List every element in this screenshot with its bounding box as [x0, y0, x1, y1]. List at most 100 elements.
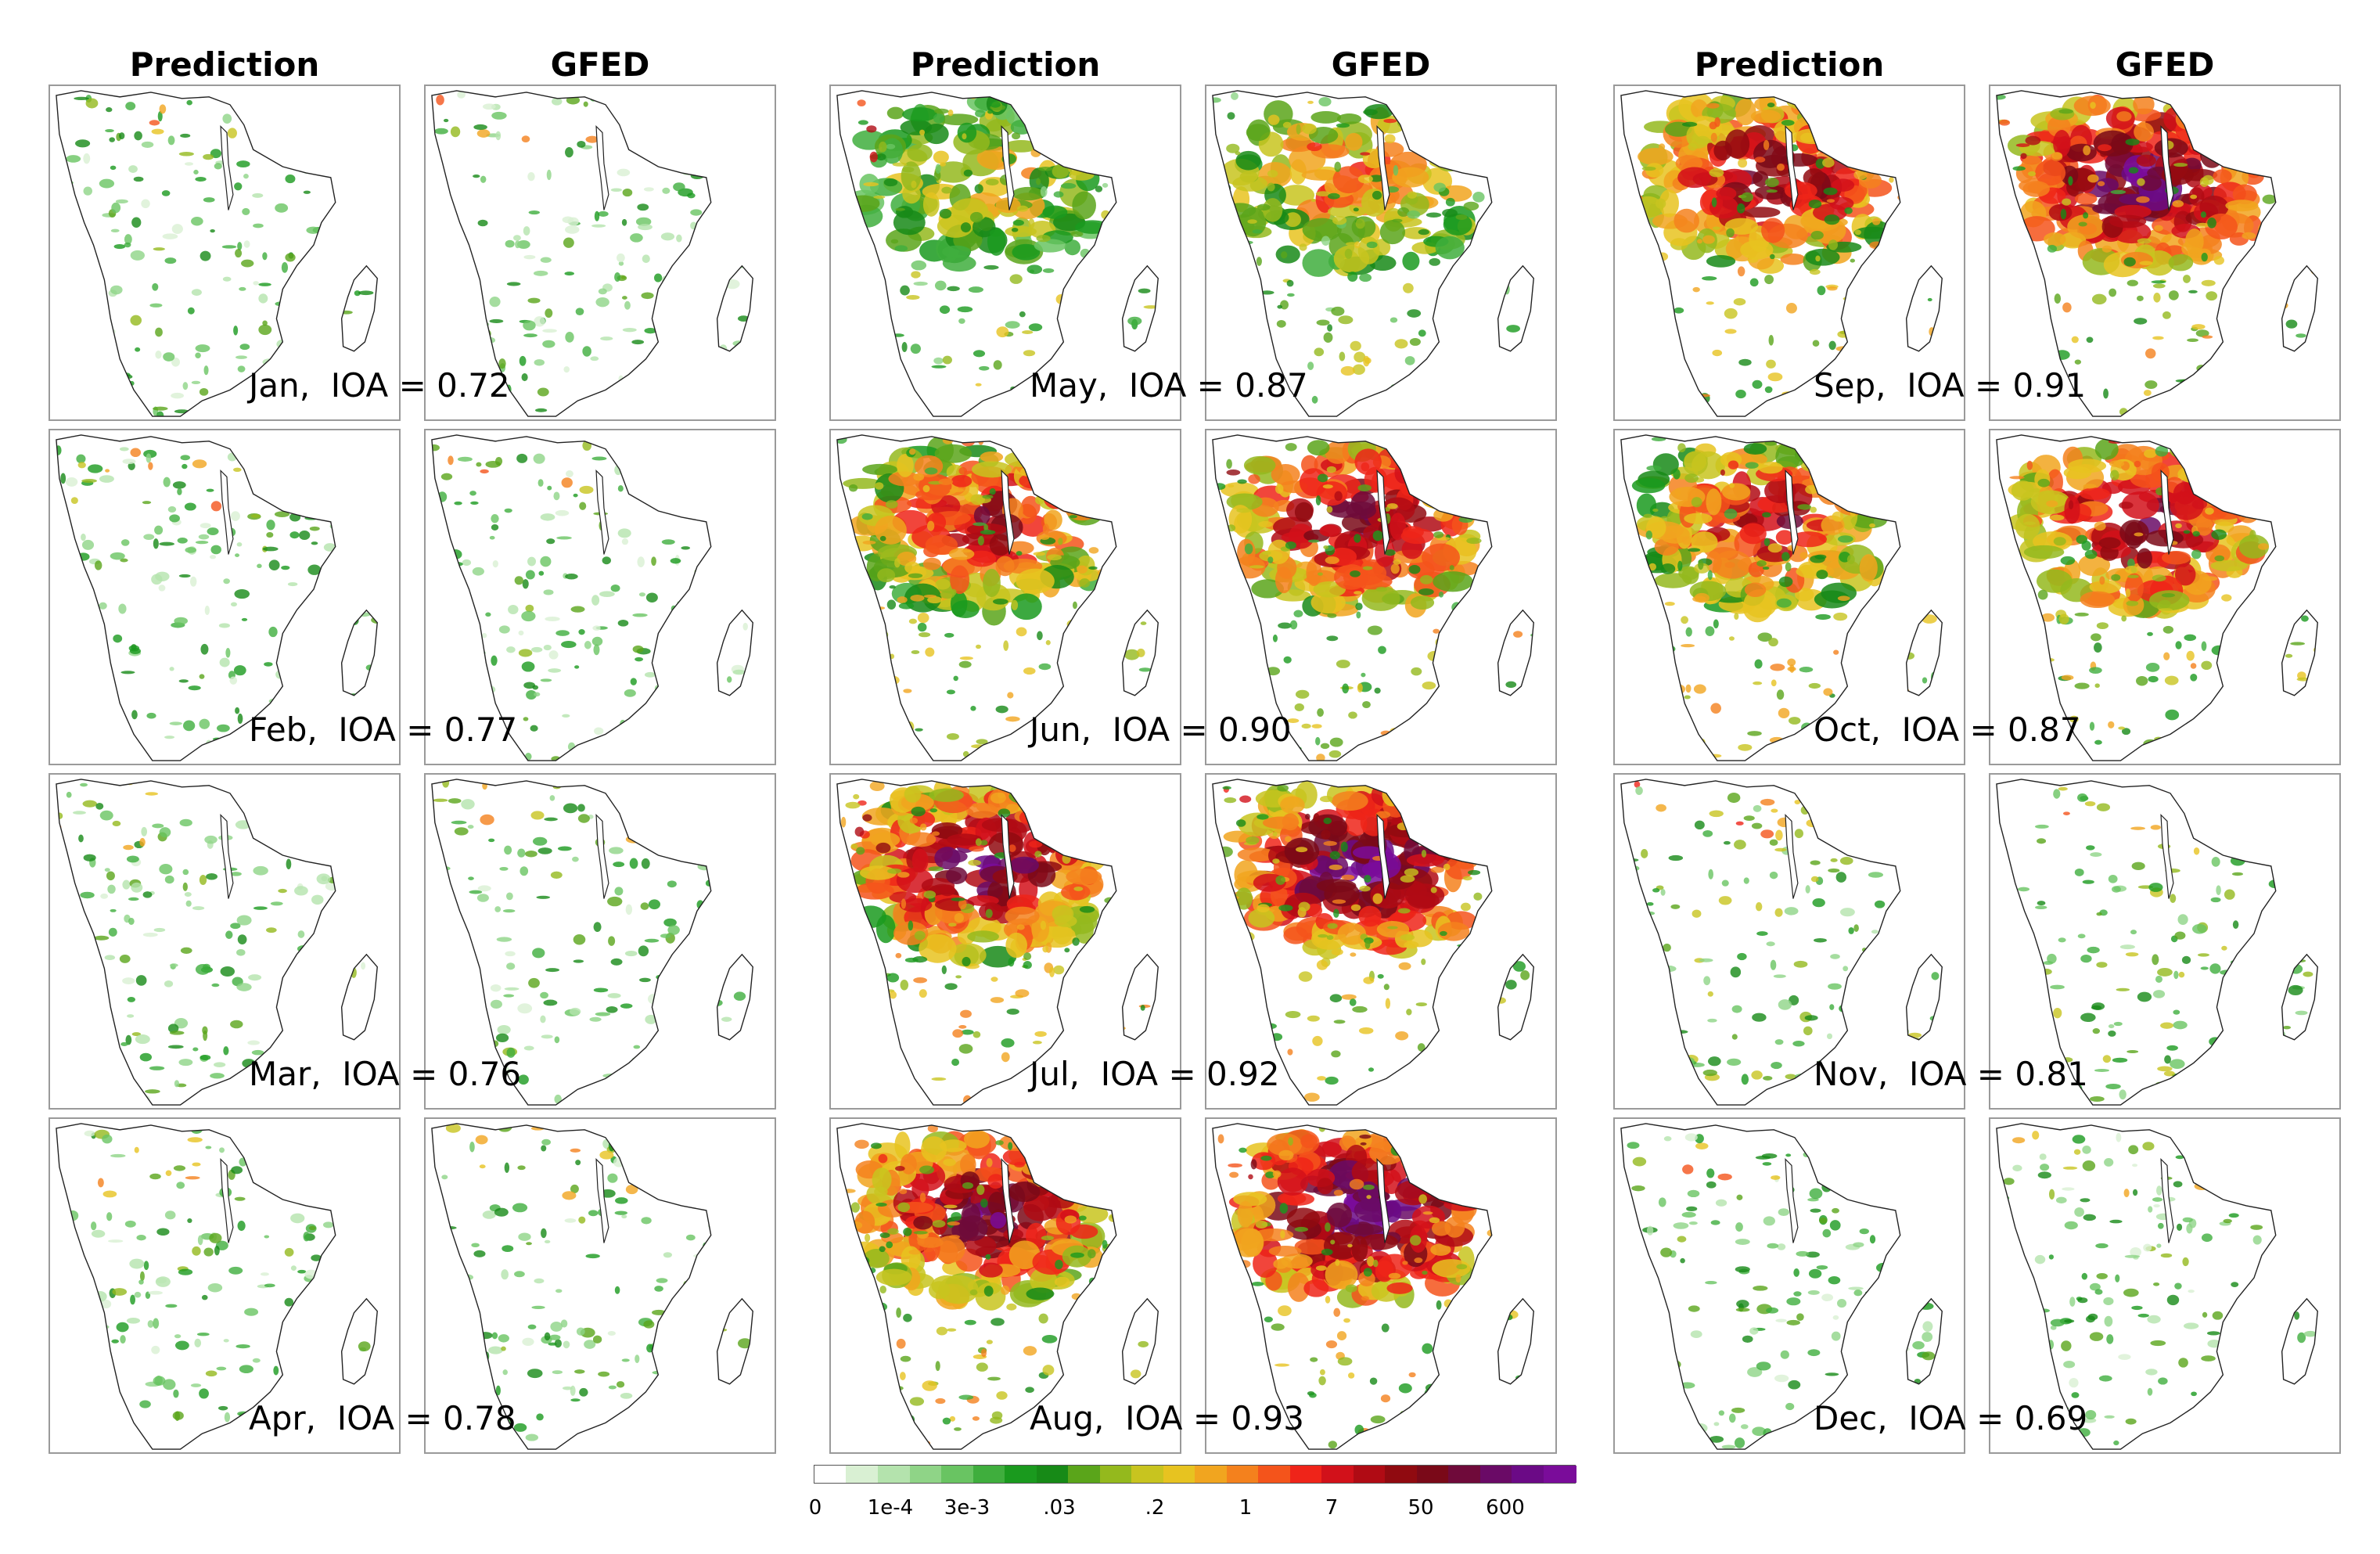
madagascar-coastline — [340, 1297, 378, 1385]
ioa-label-nov: Nov, IOA = 0.81 — [1814, 1055, 2088, 1093]
colorbar-swatch — [1258, 1466, 1292, 1483]
africa-coastline — [431, 434, 712, 761]
map-panel-jan-prediction — [49, 85, 401, 421]
colorbar-tick-label: 50 — [1408, 1496, 1434, 1520]
madagascar-coastline — [2281, 609, 2318, 696]
ioa-label-sep: Sep, IOA = 0.91 — [1814, 366, 2087, 405]
ioa-label-may: May, IOA = 0.87 — [1030, 366, 1308, 405]
africa-coastline — [1996, 779, 2277, 1106]
colorbar-swatch — [1099, 1466, 1133, 1483]
madagascar-coastline — [2281, 953, 2318, 1041]
madagascar-coastline — [1905, 1297, 1943, 1385]
colorbar-swatch — [909, 1466, 943, 1483]
colorbar-swatch — [1005, 1466, 1038, 1483]
lake-outline — [220, 814, 234, 899]
colorbar-swatch — [1321, 1466, 1355, 1483]
lake-outline — [220, 469, 234, 555]
colorbar-swatch — [1448, 1466, 1482, 1483]
africa-coastline — [836, 779, 1117, 1106]
colorbar-swatch — [1131, 1466, 1165, 1483]
madagascar-coastline — [1121, 1297, 1159, 1385]
map-panel-jul-prediction — [829, 773, 1181, 1110]
map-panel-jan-gfed — [424, 85, 776, 421]
colorbar-swatch — [1416, 1466, 1450, 1483]
madagascar-coastline — [716, 953, 753, 1041]
madagascar-coastline — [340, 609, 378, 696]
ioa-label-dec: Dec, IOA = 0.69 — [1814, 1399, 2088, 1437]
colorbar-swatch — [877, 1466, 911, 1483]
fire-emission-field — [1997, 438, 2318, 761]
map-panel-jun-prediction — [829, 429, 1181, 765]
header-prediction-3: Prediction — [1694, 45, 1885, 84]
map-panel-nov-gfed — [1989, 773, 2341, 1110]
africa-coastline — [1620, 1123, 1901, 1450]
map-panel-may-gfed — [1205, 85, 1557, 421]
map-panel-aug-prediction — [829, 1117, 1181, 1454]
colorbar-tick-label: 1 — [1239, 1496, 1253, 1520]
madagascar-coastline — [1905, 953, 1943, 1041]
ioa-label-apr: Apr, IOA = 0.78 — [249, 1399, 516, 1437]
colorbar-swatch — [1353, 1466, 1386, 1483]
colorbar-tick-label: .2 — [1145, 1496, 1165, 1520]
fire-emission-field — [836, 434, 1159, 761]
africa-coastline — [836, 434, 1117, 761]
map-panel-oct-prediction — [1613, 429, 1965, 765]
header-gfed-2: GFED — [1331, 45, 1431, 84]
colorbar-swatch — [940, 1466, 975, 1483]
map-panel-oct-gfed — [1989, 429, 2341, 765]
africa-coastline — [1212, 434, 1493, 761]
colorbar-swatch — [1385, 1466, 1418, 1483]
africa-coastline — [1212, 1123, 1493, 1450]
africa-coastline — [836, 1123, 1117, 1450]
africa-coastline — [1996, 1123, 2277, 1450]
madagascar-coastline — [1121, 264, 1159, 352]
map-panel-nov-prediction — [1613, 773, 1965, 1110]
map-panel-jun-gfed — [1205, 429, 1557, 765]
madagascar-coastline — [1497, 609, 1534, 696]
lake-outline — [2160, 125, 2174, 210]
map-panel-may-prediction — [829, 85, 1181, 421]
lake-outline — [1376, 1158, 1390, 1243]
colorbar-swatch — [1289, 1466, 1323, 1483]
lake-outline — [1001, 814, 1015, 899]
colorbar-swatch — [1543, 1466, 1576, 1483]
madagascar-coastline — [716, 1297, 753, 1385]
madagascar-coastline — [340, 264, 378, 352]
africa-coastline — [1212, 90, 1493, 417]
map-panel-apr-gfed — [424, 1117, 776, 1454]
lake-outline — [595, 469, 609, 555]
map-panel-apr-prediction — [49, 1117, 401, 1454]
colorbar-swatch — [1195, 1466, 1228, 1483]
africa-coastline — [431, 1123, 712, 1450]
header-gfed-3: GFED — [2115, 45, 2215, 84]
madagascar-coastline — [1497, 1297, 1534, 1385]
madagascar-coastline — [716, 609, 753, 696]
africa-coastline — [836, 90, 1117, 417]
colorbar-tick-label: 0 — [808, 1496, 822, 1520]
madagascar-coastline — [716, 264, 753, 352]
madagascar-coastline — [1497, 953, 1534, 1041]
lake-outline — [220, 125, 234, 210]
ioa-label-oct: Oct, IOA = 0.87 — [1814, 710, 2081, 749]
africa-coastline — [1212, 779, 1493, 1106]
ioa-label-jul: Jul, IOA = 0.92 — [1030, 1055, 1280, 1093]
fire-emission-field — [1212, 92, 1534, 417]
map-panel-feb-gfed — [424, 429, 776, 765]
header-prediction-2: Prediction — [910, 45, 1101, 84]
madagascar-coastline — [1497, 264, 1534, 352]
lake-outline — [1785, 469, 1799, 555]
africa-coastline — [1620, 90, 1901, 417]
map-panel-feb-prediction — [49, 429, 401, 765]
ioa-label-mar: Mar, IOA = 0.76 — [249, 1055, 522, 1093]
madagascar-coastline — [2281, 1297, 2318, 1385]
madagascar-coastline — [1905, 264, 1943, 352]
header-prediction-1: Prediction — [129, 45, 320, 84]
colorbar-swatch — [1226, 1466, 1260, 1483]
lake-outline — [1001, 469, 1015, 555]
lake-outline — [1001, 125, 1015, 210]
lake-outline — [2160, 469, 2174, 555]
lake-outline — [1785, 1158, 1799, 1243]
africa-coastline — [1620, 779, 1901, 1106]
lake-outline — [220, 1158, 234, 1243]
colorbar-tick-label: 1e-4 — [867, 1496, 914, 1520]
